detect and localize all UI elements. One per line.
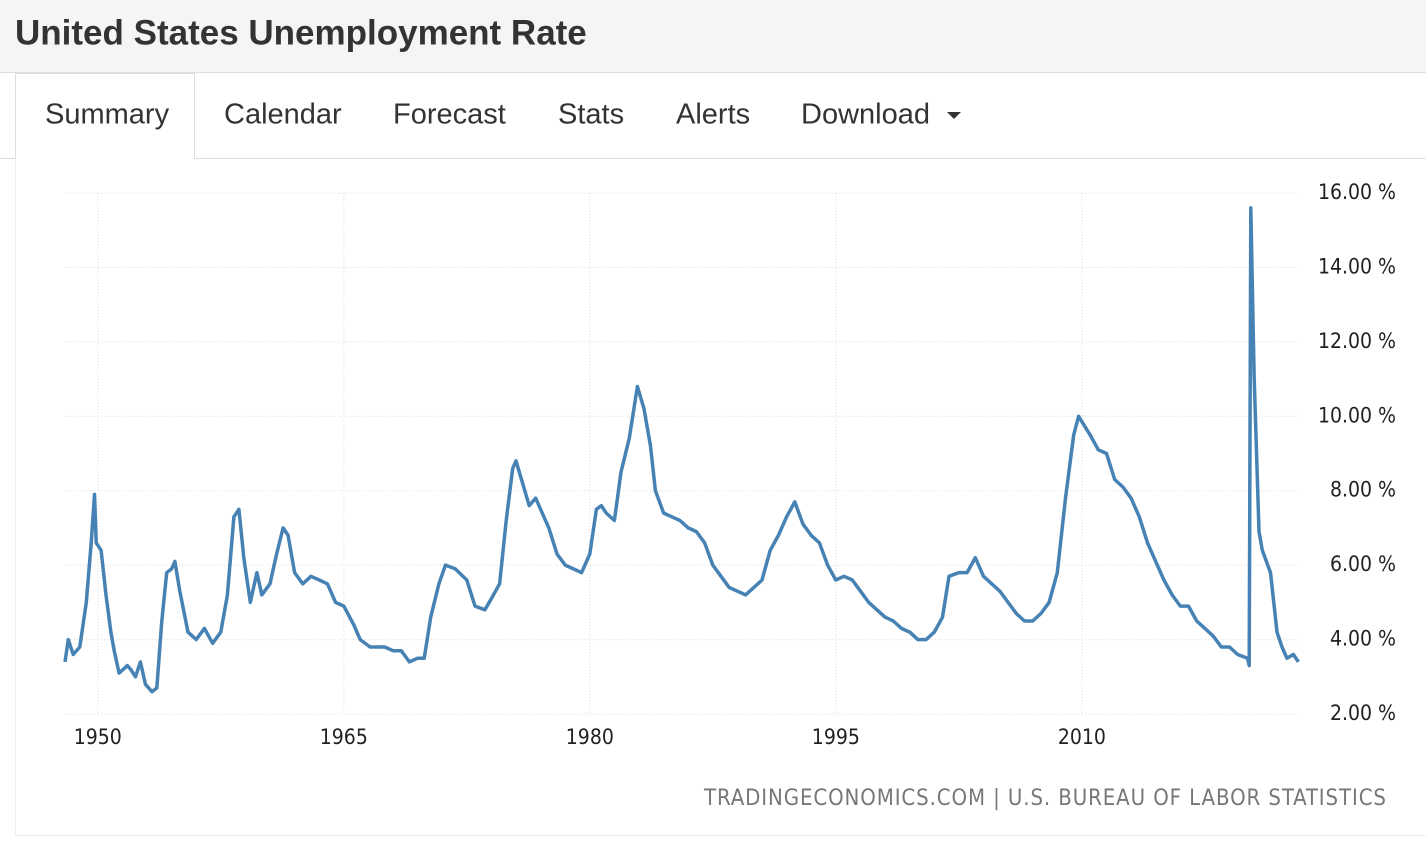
x-tick-label: 2010 xyxy=(1058,725,1106,749)
dropdown-caret xyxy=(947,112,961,119)
y-tick-label: 12.00 % xyxy=(1318,329,1396,353)
tab[interactable]: Download xyxy=(801,99,930,131)
tab[interactable]: Calendar xyxy=(224,99,342,131)
tab[interactable]: Summary xyxy=(45,99,170,131)
tab-border xyxy=(0,73,1426,159)
x-tick-label: 1995 xyxy=(812,725,860,749)
y-tick-label: 10.00 % xyxy=(1318,403,1396,427)
panel-border xyxy=(15,158,1426,836)
x-tick-label: 1950 xyxy=(74,725,122,749)
source: TRADINGECONOMICS.COM | U.S. BUREAU OF LA… xyxy=(703,786,1386,811)
y-tick-label: 16.00 % xyxy=(1318,180,1396,204)
y-tick-label: 2.00 % xyxy=(1330,701,1396,725)
data-line xyxy=(63,206,1300,694)
tab[interactable]: Stats xyxy=(558,99,624,131)
header-band xyxy=(0,0,1426,72)
active-tab xyxy=(16,74,194,159)
x-tick-label: 1980 xyxy=(566,725,614,749)
tab[interactable]: Forecast xyxy=(393,99,506,131)
tab[interactable]: Alerts xyxy=(676,99,750,131)
page-title: United States Unemployment Rate xyxy=(15,13,587,52)
x-tick-label: 1965 xyxy=(320,725,368,749)
y-tick-label: 8.00 % xyxy=(1330,478,1396,502)
y-tick-label: 6.00 % xyxy=(1330,552,1396,576)
y-tick-label: 14.00 % xyxy=(1318,254,1396,278)
y-tick-label: 4.00 % xyxy=(1330,627,1396,651)
